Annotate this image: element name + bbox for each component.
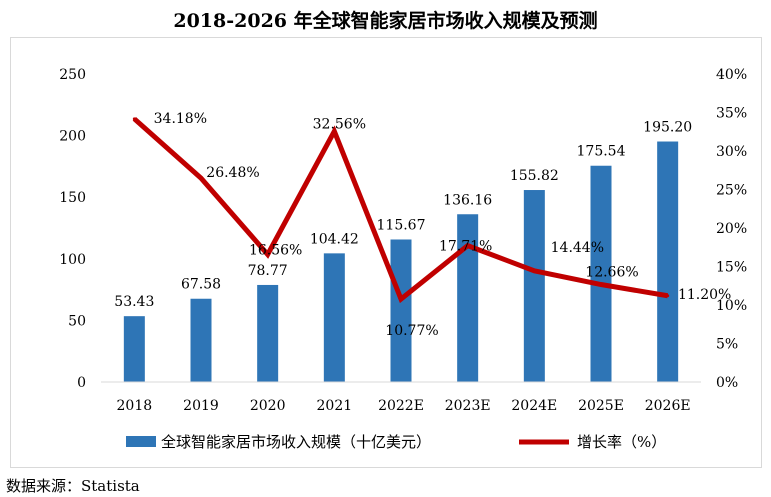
line-series — [132, 116, 670, 304]
legend-line-label: 增长率（%） — [577, 433, 666, 451]
bar — [190, 298, 212, 382]
legend: 全球智能家居市场收入规模（十亿美元） 增长率（%） — [126, 433, 666, 451]
line-value-label: 34.18% — [154, 111, 207, 127]
right-tick-label: 5% — [716, 337, 738, 353]
line-value-label: 32.56% — [313, 116, 366, 132]
x-tick-label: 2018 — [117, 398, 153, 414]
line-point — [466, 244, 470, 248]
chart-title: 2018-2026 年全球智能家居市场收入规模及预测 — [173, 10, 598, 32]
line-data-labels: 34.18% 26.48% 16.56% 32.56% 10.77% 17.71% 14.4… — [154, 111, 732, 339]
left-tick-label: 200 — [59, 129, 86, 145]
right-axis-ticks: 0% 5% 10% 15% 20% 25% 30% 35% 40% — [716, 67, 747, 391]
right-tick-label: 40% — [716, 67, 747, 83]
combo-chart: 0 50 100 150 200 250 0% 5% 10% 15% 20% 25% 30% 35% 40… — [59, 67, 747, 451]
x-tick-label: 2024E — [511, 398, 557, 414]
line-point — [599, 283, 603, 287]
line-point — [266, 252, 270, 256]
source-note: 数据来源：Statista — [6, 477, 140, 495]
bar — [257, 284, 279, 382]
line-value-label: 17.71% — [439, 239, 492, 255]
right-tick-label: 35% — [716, 106, 747, 122]
right-tick-label: 15% — [716, 260, 747, 276]
line-point — [666, 294, 670, 298]
bar — [390, 239, 412, 382]
bar — [657, 141, 679, 382]
x-tick-label: 2025E — [578, 398, 624, 414]
bar-value-label: 136.16 — [443, 192, 492, 208]
legend-bar-label: 全球智能家居市场收入规模（十亿美元） — [161, 433, 431, 451]
bar — [323, 253, 345, 382]
left-axis-ticks: 0 50 100 150 200 250 — [59, 67, 86, 391]
line-value-label: 14.44% — [551, 240, 604, 256]
bar — [590, 165, 612, 382]
x-tick-label: 2021 — [317, 398, 353, 414]
x-axis-ticks: 2018 2019 2020 2021 2022E 2023E 2024E 2025E 2026… — [117, 398, 691, 414]
bar-series — [123, 141, 679, 382]
line-value-label: 26.48% — [206, 165, 259, 181]
legend-bar-swatch — [126, 436, 156, 447]
bar-value-label: 115.67 — [377, 217, 426, 233]
left-tick-label: 0 — [77, 375, 86, 391]
x-tick-label: 2022E — [378, 398, 424, 414]
bar-value-label: 53.43 — [114, 294, 154, 310]
line-value-label: 10.77% — [385, 323, 438, 339]
line-point — [399, 297, 403, 301]
line-point — [332, 129, 336, 133]
right-tick-label: 25% — [716, 183, 747, 199]
right-tick-label: 10% — [716, 298, 747, 314]
bar-value-label: 104.42 — [310, 231, 359, 247]
left-tick-label: 100 — [59, 252, 86, 268]
x-tick-label: 2026E — [645, 398, 691, 414]
right-tick-label: 0% — [716, 375, 738, 391]
line-point — [132, 117, 136, 121]
bar-value-label: 175.54 — [577, 144, 626, 160]
bar — [123, 316, 145, 382]
right-tick-label: 30% — [716, 144, 747, 160]
left-tick-label: 250 — [59, 67, 86, 83]
x-tick-label: 2023E — [445, 398, 491, 414]
line-value-label: 16.56% — [249, 242, 302, 258]
line-point — [199, 176, 203, 180]
bar — [457, 214, 479, 382]
left-tick-label: 150 — [59, 190, 86, 206]
right-tick-label: 20% — [716, 221, 747, 237]
x-tick-label: 2019 — [183, 398, 219, 414]
bar — [523, 190, 545, 382]
line-value-label: 11.20% — [678, 287, 731, 303]
bar-data-labels: 53.43 67.58 78.77 104.42 115.67 136.16 155.82 1… — [114, 120, 692, 311]
bar-value-label: 78.77 — [248, 263, 288, 279]
x-tick-label: 2020 — [250, 398, 286, 414]
line-point — [532, 269, 536, 273]
bar-value-label: 195.20 — [643, 120, 692, 136]
bar-value-label: 155.82 — [510, 168, 559, 184]
bar-value-label: 67.58 — [181, 277, 221, 293]
left-tick-label: 50 — [68, 313, 86, 329]
line-value-label: 12.66% — [585, 265, 638, 281]
chart-area: 0 50 100 150 200 250 0% 5% 10% 15% 20% 25% 30% 35% 40… — [10, 37, 762, 468]
